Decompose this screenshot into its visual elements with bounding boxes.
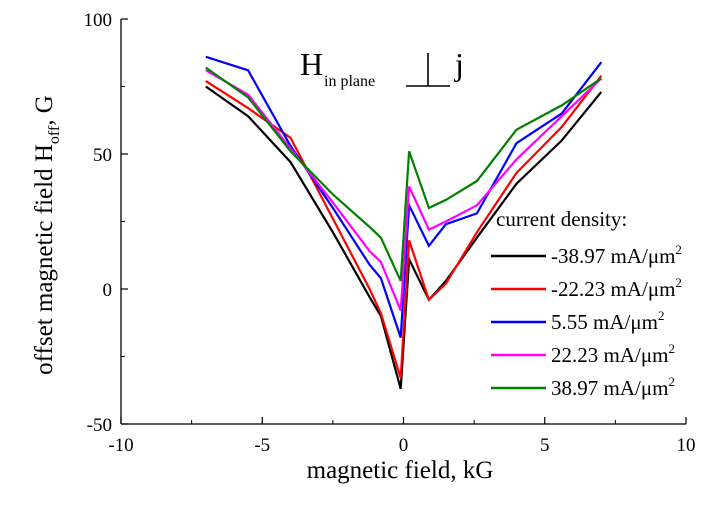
legend-label-4: 22.23 mA/μm2: [551, 341, 675, 367]
legend-label-sup: 2: [675, 275, 682, 290]
legend-label-sup: 2: [675, 242, 682, 257]
x-tick-label: 5: [540, 435, 550, 456]
x-tick-label: 0: [399, 435, 409, 456]
legend-label-1: -38.97 mA/μm2: [551, 242, 682, 268]
series-line-2: [205, 75, 603, 379]
annotation-subscript: in plane: [324, 73, 375, 90]
series-lines: [205, 55, 603, 390]
y-tick-label: -50: [87, 415, 112, 436]
series-line-3: [205, 55, 603, 338]
legend-label-2: -22.23 mA/μm2: [551, 275, 682, 301]
y-tick-label: 0: [103, 280, 113, 301]
legend-label-sup: 2: [658, 308, 665, 323]
legend: current density: -38.97 mA/μm2-22.23 mA/…: [491, 207, 682, 400]
y-tick-label: 100: [84, 10, 113, 31]
legend-label-text: -22.23 mA/μm: [551, 277, 675, 301]
y-axis-title: offset magnetic field Hoff, G: [31, 95, 63, 375]
y-tick-label: 50: [93, 145, 112, 166]
legend-label-text: -38.97 mA/μm: [551, 244, 675, 268]
plot-annotation: H in plane j: [300, 46, 464, 90]
series-line-4: [205, 69, 603, 312]
y-axis-title-suffix: , G: [31, 95, 58, 126]
perpendicular-symbol: [406, 53, 450, 87]
x-tick-label: 10: [677, 435, 696, 456]
legend-label-sup: 2: [668, 341, 675, 356]
y-axis-title-sub: off: [46, 125, 63, 144]
y-axis-title-main: offset magnetic field H: [31, 144, 58, 375]
legend-title: current density:: [496, 207, 627, 231]
x-tick-label: -10: [108, 435, 133, 456]
legend-label-3: 5.55 mA/μm2: [551, 308, 664, 334]
x-axis-title: magnetic field, kG: [307, 457, 494, 484]
legend-label-5: 38.97 mA/μm2: [551, 374, 675, 400]
x-tick-label: -5: [254, 435, 270, 456]
legend-label-sup: 2: [668, 374, 675, 389]
annotation-j: j: [454, 46, 464, 82]
annotation-h: H: [300, 46, 323, 82]
legend-label-text: 5.55 mA/μm: [551, 310, 658, 334]
legend-label-text: 22.23 mA/μm: [551, 343, 668, 367]
series-line-5: [205, 66, 602, 282]
legend-label-text: 38.97 mA/μm: [551, 376, 668, 400]
